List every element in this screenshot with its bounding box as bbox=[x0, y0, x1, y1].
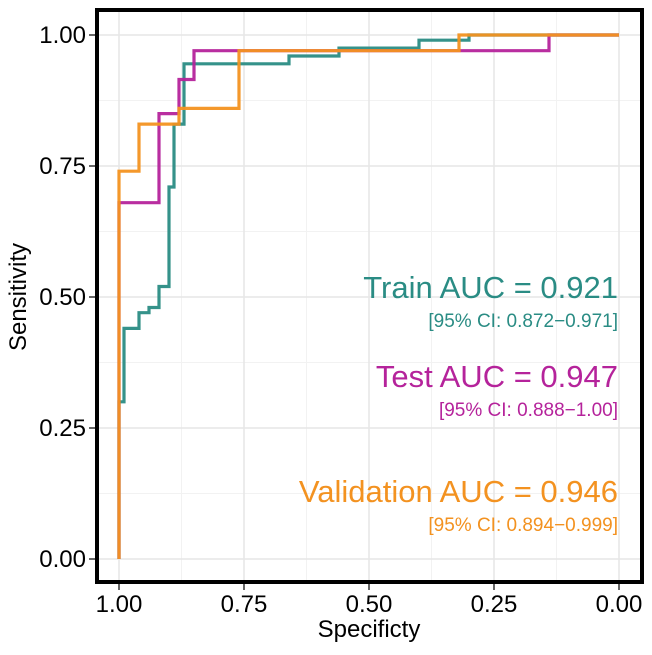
y-axis-title: Sensitivity bbox=[5, 243, 32, 351]
test-auc-label: Test AUC = 0.947 bbox=[376, 359, 618, 394]
grid bbox=[99, 12, 640, 580]
roc-curve-validation bbox=[117, 33, 619, 559]
validation-auc-label: Validation AUC = 0.946 bbox=[299, 474, 618, 509]
x-axis-title: Specificty bbox=[318, 616, 421, 643]
ticks: 1.00 0.75 0.50 0.25 0.00 0.00 0.25 0.50 0.75 1.00 bbox=[39, 22, 642, 618]
y-tick-label: 1.00 bbox=[39, 22, 86, 49]
x-tick-label: 0.50 bbox=[346, 591, 393, 618]
x-tick-label: 1.00 bbox=[96, 591, 143, 618]
series-layer bbox=[117, 33, 619, 559]
x-tick-label: 0.00 bbox=[596, 591, 643, 618]
y-tick-label: 0.50 bbox=[39, 284, 86, 311]
validation-ci-label: [95% CI: 0.894−0.999] bbox=[428, 515, 618, 536]
roc-curve-test bbox=[117, 33, 619, 559]
y-tick-label: 0.25 bbox=[39, 415, 86, 442]
x-tick-label: 0.75 bbox=[221, 591, 268, 618]
train-ci-label: [95% CI: 0.872−0.971] bbox=[428, 311, 618, 332]
plot-border bbox=[95, 8, 644, 584]
y-tick-label: 0.00 bbox=[39, 546, 86, 573]
y-tick-label: 0.75 bbox=[39, 153, 86, 180]
x-tick-label: 0.25 bbox=[471, 591, 518, 618]
test-ci-label: [95% CI: 0.888−1.00] bbox=[439, 400, 618, 421]
train-auc-label: Train AUC = 0.921 bbox=[363, 270, 618, 305]
